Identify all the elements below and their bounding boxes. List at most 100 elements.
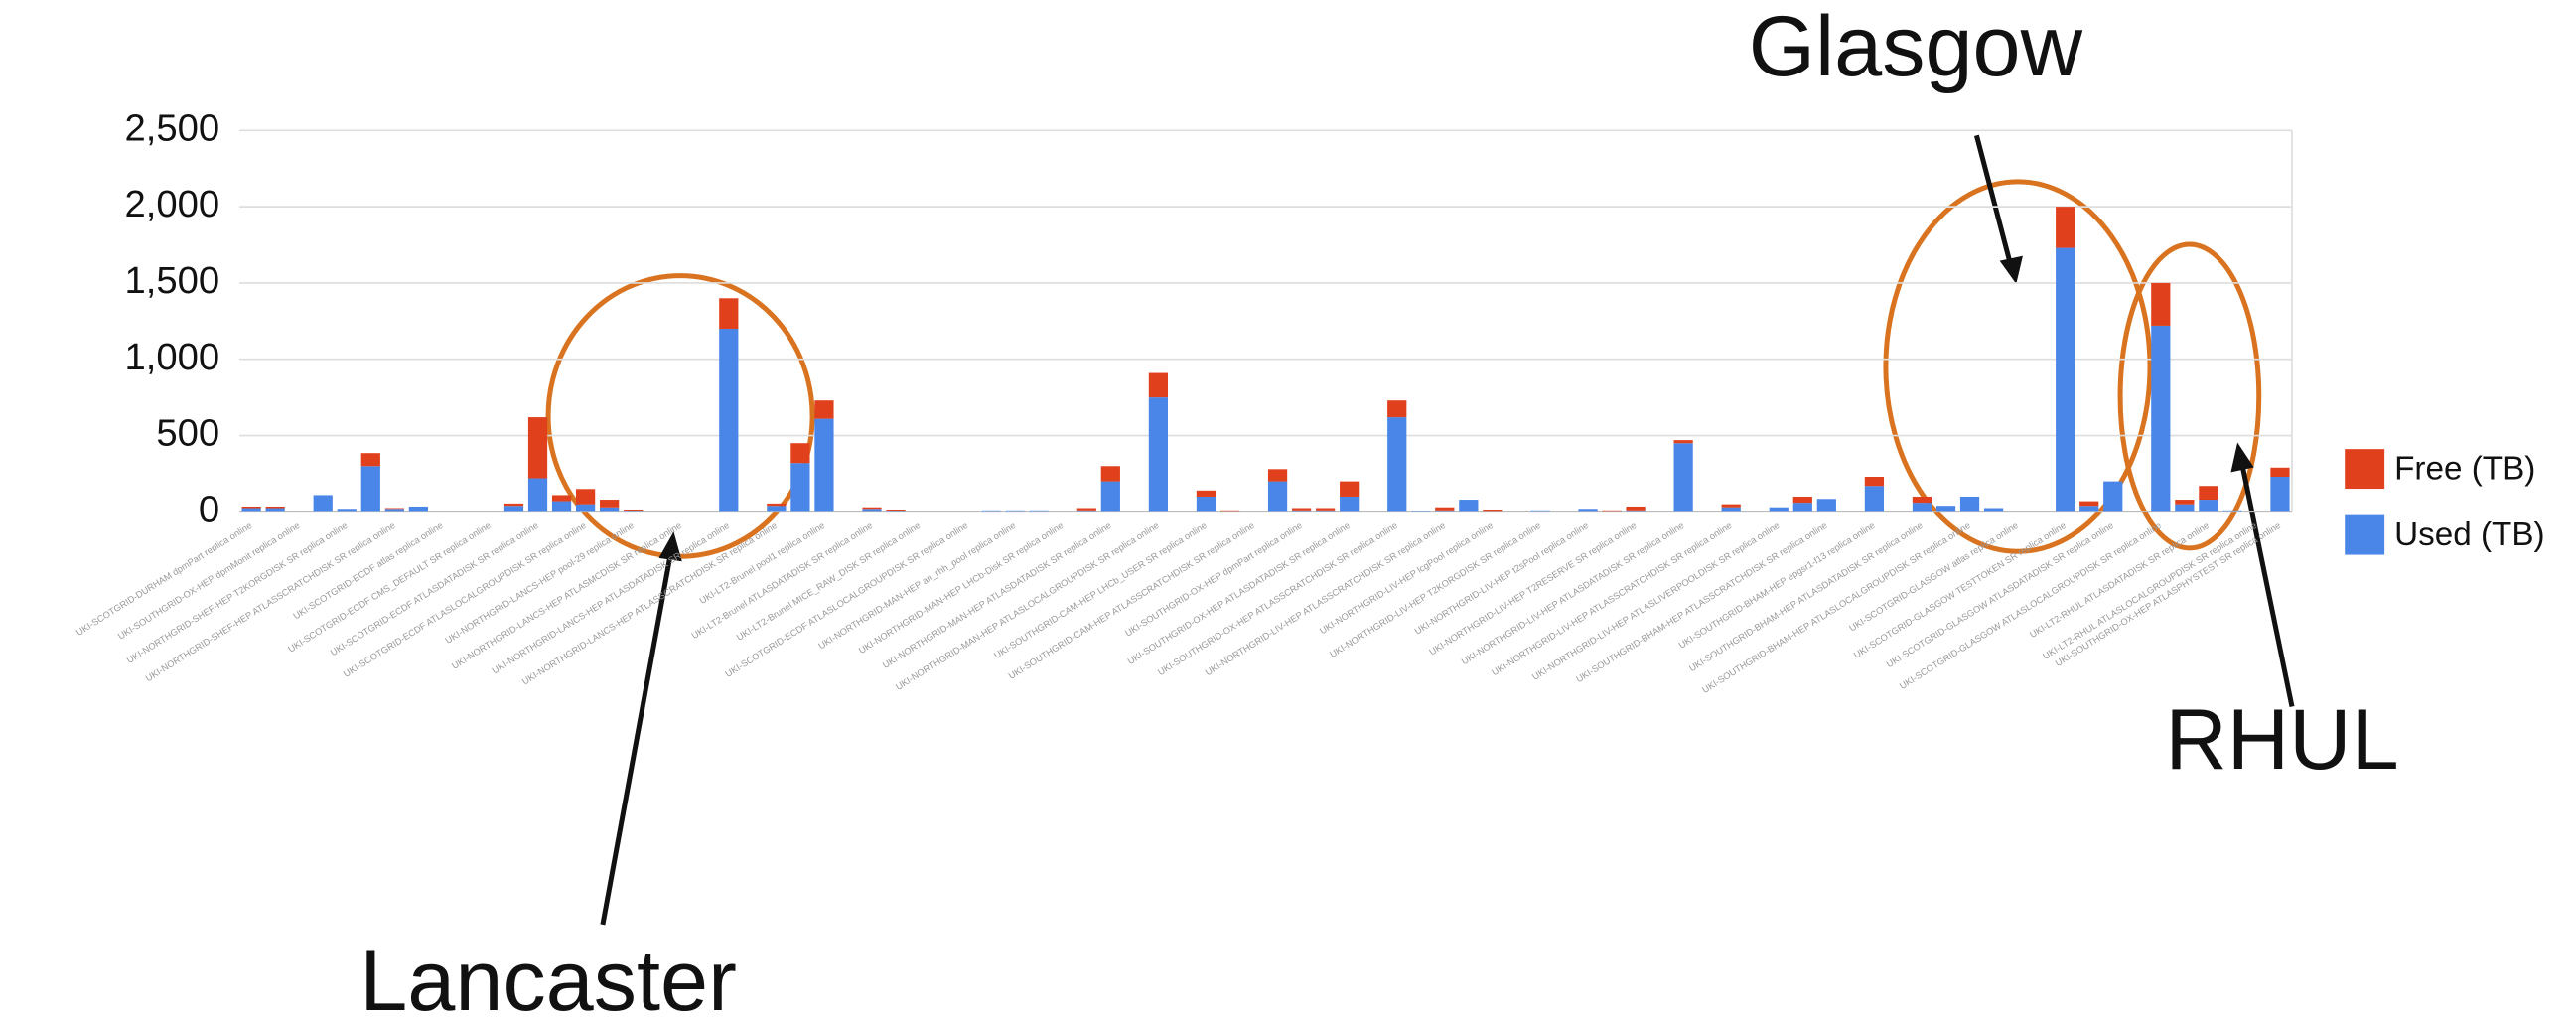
bar-segment bbox=[2056, 247, 2075, 512]
bar-segment bbox=[1721, 504, 1741, 508]
bar-segment bbox=[1912, 503, 1932, 512]
bar-segment bbox=[862, 509, 882, 512]
bar-segment bbox=[1626, 510, 1646, 512]
bar-segment bbox=[1340, 496, 1360, 512]
bar-segment bbox=[1459, 500, 1479, 512]
legend-label: Used (TB) bbox=[2394, 516, 2545, 553]
bar-segment bbox=[337, 509, 357, 512]
x-tick-label: UKI-SCOTGRID-GLASGOW atlas replica onlin… bbox=[1847, 520, 2020, 634]
lancaster-arrow bbox=[600, 554, 673, 926]
bar-segment bbox=[886, 510, 906, 511]
bar-segment bbox=[1959, 496, 1980, 512]
bar-segment bbox=[1316, 510, 1336, 512]
bar-segment bbox=[1483, 510, 1503, 512]
x-tick-label: UKI-NORTHGRID-LIV-HEP t2sPool replica on… bbox=[1413, 520, 1591, 637]
bar-segment bbox=[575, 504, 596, 512]
bar-segment bbox=[2270, 467, 2290, 478]
bar-segment bbox=[1816, 499, 1836, 512]
bar-segment bbox=[1291, 508, 1312, 511]
bar-segment bbox=[1291, 510, 1312, 512]
bar-segment bbox=[1435, 510, 1455, 512]
bar-segment bbox=[1196, 496, 1216, 512]
annotation: Glasgow bbox=[1749, 0, 2083, 94]
bar-segment bbox=[1435, 507, 1455, 511]
bar-segment bbox=[767, 506, 787, 512]
y-tick-label: 1,500 bbox=[125, 259, 220, 302]
bar-segment bbox=[600, 500, 620, 508]
bar-segment bbox=[1029, 510, 1049, 512]
bar-segment bbox=[719, 329, 739, 512]
rhul-circle bbox=[2117, 241, 2262, 551]
bar-segment bbox=[1005, 510, 1025, 512]
lancaster-arrowhead bbox=[658, 531, 682, 562]
bar-segment bbox=[1411, 511, 1431, 512]
glasgow-arrowhead bbox=[1999, 255, 2023, 284]
bar-segment bbox=[1196, 490, 1216, 497]
x-tick-label: UKI-NORTHGRID-LIV-HEP ATLASDATADISK SR r… bbox=[1460, 520, 1686, 666]
y-tick-label: 500 bbox=[156, 412, 219, 455]
bar-segment bbox=[624, 510, 644, 511]
bar-segment bbox=[360, 453, 380, 467]
bar-segment bbox=[1792, 496, 1812, 504]
rhul-arrowhead bbox=[2230, 442, 2254, 473]
bar-segment bbox=[1100, 481, 1120, 512]
bar-segment bbox=[1530, 510, 1550, 512]
x-tick-label: UKI-SOUTHGRID-OX-HEP ATLASDATADISK SR re… bbox=[1126, 520, 1352, 666]
x-tick-label: UKI-SCOTGRID-DURHAM dpmPart replica onli… bbox=[74, 520, 254, 638]
bar-segment bbox=[2103, 481, 2123, 512]
bar-segment bbox=[265, 508, 285, 512]
bar-segment bbox=[1219, 510, 1240, 512]
legend-swatch bbox=[2345, 514, 2385, 555]
x-tick-label: UKI-NORTHGRID-LIV-HEP lcgPool replica on… bbox=[1318, 520, 1495, 636]
bar-segment bbox=[2199, 486, 2218, 501]
bar-segment bbox=[1148, 397, 1169, 512]
bar-segment bbox=[719, 298, 739, 330]
bar-segment bbox=[2270, 477, 2290, 512]
bar-segment bbox=[408, 506, 428, 512]
bar-segment bbox=[1267, 469, 1288, 482]
bar-segment bbox=[1578, 509, 1598, 512]
bar-segment bbox=[814, 418, 834, 512]
bar-segment bbox=[1792, 503, 1812, 512]
bar-segment bbox=[2222, 510, 2242, 512]
bar-segment bbox=[767, 503, 787, 507]
bar-segment bbox=[1912, 496, 1932, 504]
bar-segment bbox=[241, 508, 261, 512]
y-tick-label: 2,000 bbox=[125, 183, 220, 225]
bar-segment bbox=[2175, 500, 2195, 505]
bar-segment bbox=[1100, 466, 1120, 482]
x-tick-label: UKI-SOUTHGRID-BHAM-HEP ATLASDATADISK SR … bbox=[1687, 520, 1925, 673]
rhul-arrow bbox=[2239, 465, 2295, 707]
bar-segment bbox=[1387, 417, 1407, 512]
bar-segment bbox=[1864, 477, 1885, 487]
bar-segment bbox=[1769, 507, 1789, 512]
bar-segment bbox=[2151, 325, 2171, 512]
bar-segment bbox=[1076, 508, 1096, 511]
legend-label: Free (TB) bbox=[2394, 451, 2535, 488]
bar-segment bbox=[1076, 510, 1096, 512]
bar-segment bbox=[503, 503, 524, 507]
bar-segment bbox=[1316, 508, 1336, 511]
bar-segment bbox=[2175, 504, 2195, 512]
bar-segment bbox=[1340, 481, 1360, 497]
bar-segment bbox=[2079, 501, 2099, 507]
x-tick-label: UKI-SOUTHGRID-OX-HEP dpmMonit replica on… bbox=[116, 520, 302, 642]
bar-segment bbox=[1602, 510, 1622, 512]
bar-segment bbox=[2151, 282, 2171, 326]
bar-segment bbox=[1983, 508, 2004, 512]
bar-segment bbox=[575, 489, 596, 505]
lancaster-circle bbox=[545, 273, 815, 559]
bar-segment bbox=[2199, 500, 2218, 512]
bar-segment bbox=[1673, 440, 1693, 444]
glasgow-arrow bbox=[1973, 134, 2014, 268]
bar-segment bbox=[360, 466, 380, 512]
bar-segment bbox=[241, 506, 261, 509]
bar-segment bbox=[551, 501, 572, 512]
bar-segment bbox=[1673, 443, 1693, 512]
bar-segment bbox=[265, 506, 285, 509]
bar-segment bbox=[790, 443, 810, 464]
bar-segment bbox=[1267, 481, 1288, 512]
bar-segment bbox=[600, 507, 620, 512]
bar-segment bbox=[790, 463, 810, 512]
